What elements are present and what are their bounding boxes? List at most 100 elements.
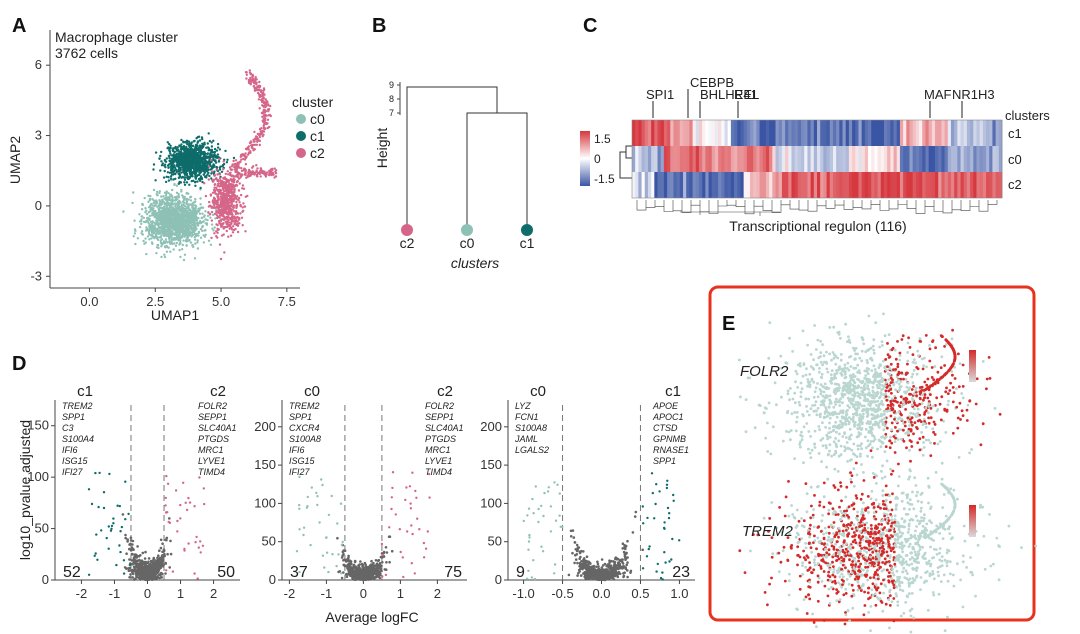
heatmap-cell: [727, 120, 732, 146]
heatmap-cell: [832, 172, 837, 198]
heatmap-cell: [765, 120, 770, 146]
volcano-gene-label: CXCR4: [289, 423, 320, 433]
heatmap-cell: [775, 120, 780, 146]
volcano-gene-label: LYVE1: [425, 456, 452, 466]
heatmap-cell: [855, 146, 859, 172]
regulon-label: NR1H3: [952, 87, 995, 102]
heatmap-cell: [941, 120, 945, 146]
heatmap-cell: [791, 172, 796, 198]
heatmap-cell: [750, 172, 754, 198]
heatmap-cell: [660, 120, 665, 146]
heatmap-cell: [663, 172, 668, 198]
volcano-gene-label: SPP1: [62, 412, 85, 422]
regulon-label: BHLHE41: [700, 87, 758, 102]
heatmap-cell: [986, 120, 990, 146]
heatmap-cell: [979, 172, 984, 198]
umap-title: Macrophage cluster: [55, 29, 178, 45]
heatmap-cell: [890, 172, 894, 198]
heatmap-cell: [794, 172, 799, 198]
heatmap-cell: [762, 120, 767, 146]
heatmap-cell: [635, 120, 639, 146]
heatmap-cell: [935, 146, 939, 172]
dendrogram-branch-c0-c1: [466, 112, 528, 230]
heatmap-cell: [848, 172, 853, 198]
feature-color-scale: [969, 505, 976, 537]
volcano-left-group: c0: [530, 383, 546, 400]
heatmap-cell: [986, 146, 990, 172]
dendrogram-tick: 8: [389, 94, 394, 104]
volcano-y-tick: 50: [488, 534, 502, 549]
heatmap-cell: [683, 120, 687, 146]
volcano-gene-label: APOE: [652, 401, 679, 411]
heatmap-cell: [651, 120, 655, 146]
heatmap-cell: [899, 172, 904, 198]
heatmap-cell: [855, 172, 859, 198]
heatmap-cell: [683, 146, 687, 172]
heatmap-cell: [848, 120, 853, 146]
umap-legend-label: c2: [310, 145, 325, 161]
leaf-marker-c2: [401, 224, 413, 236]
volcano-gene-label: SPP1: [289, 412, 312, 422]
heatmap-cell: [641, 172, 646, 198]
volcano-gene-label: IFI6: [62, 445, 78, 455]
heatmap-cell: [746, 172, 751, 198]
heatmap-column-header: clusters: [1005, 108, 1050, 123]
volcano-y-tick: 50: [35, 521, 49, 536]
volcano-gene-label: TIMD4: [198, 467, 225, 477]
volcano-x-label: Average logFC: [325, 609, 418, 625]
heatmap-cell: [861, 120, 866, 146]
heatmap-cell: [826, 146, 831, 172]
heatmap-cell: [836, 120, 840, 146]
heatmap-cell: [670, 172, 674, 198]
feature-gene-label: FOLR2: [740, 363, 789, 380]
heatmap-cell: [638, 120, 642, 146]
heatmap-cell: [714, 172, 719, 198]
heatmap-cell: [871, 172, 875, 198]
volcano-gene-label: SLC40A1: [425, 423, 464, 433]
volcano-points: [87, 471, 206, 582]
heatmap-scale-tick: 0: [594, 152, 601, 166]
heatmap-cell: [887, 146, 891, 172]
heatmap-cell: [647, 120, 652, 146]
heatmap-cell: [721, 120, 725, 146]
heatmap-cell: [979, 146, 984, 172]
heatmap-cell: [686, 120, 690, 146]
heatmap-cell: [638, 146, 642, 172]
heatmap-cell: [772, 120, 776, 146]
heatmap-cell: [963, 120, 968, 146]
heatmap-cell: [871, 146, 875, 172]
heatmap-cell: [938, 146, 942, 172]
heatmap-cell: [925, 120, 930, 146]
heatmap-cell: [813, 172, 818, 198]
heatmap-row-label: c1: [1008, 126, 1022, 141]
regulon-label: CEBPB: [690, 75, 734, 90]
heatmap-cell: [858, 146, 863, 172]
heatmap-cell: [651, 146, 655, 172]
heatmap-cell: [702, 172, 706, 198]
heatmap-cell: [711, 146, 716, 172]
heatmap-cell: [743, 120, 748, 146]
heatmap-cell: [714, 146, 719, 172]
heatmap-cell: [667, 172, 671, 198]
heatmap-cell: [976, 146, 981, 172]
heatmap-cell: [692, 120, 697, 146]
heatmap-cell: [679, 172, 684, 198]
heatmap-cell: [679, 120, 684, 146]
heatmap-row-label: c0: [1008, 152, 1022, 167]
heatmap-cell: [759, 120, 764, 146]
heatmap-cell: [692, 146, 697, 172]
heatmap-cell: [839, 120, 843, 146]
heatmap-cell: [909, 172, 914, 198]
heatmap-cell: [721, 172, 725, 198]
heatmap-cell: [982, 146, 987, 172]
heatmap-cell: [954, 172, 958, 198]
heatmap-cell: [877, 146, 882, 172]
volcano-right-group: c1: [665, 383, 681, 400]
heatmap-cell: [673, 172, 678, 198]
heatmap-cell: [950, 172, 955, 198]
leaf-marker-c1: [521, 224, 533, 236]
volcano-x-tick: 0.0: [592, 586, 610, 601]
feature-plot-panel: FOLR2 TREM2: [708, 285, 1038, 634]
heatmap-cell: [829, 146, 834, 172]
heatmap-cell: [989, 120, 993, 146]
